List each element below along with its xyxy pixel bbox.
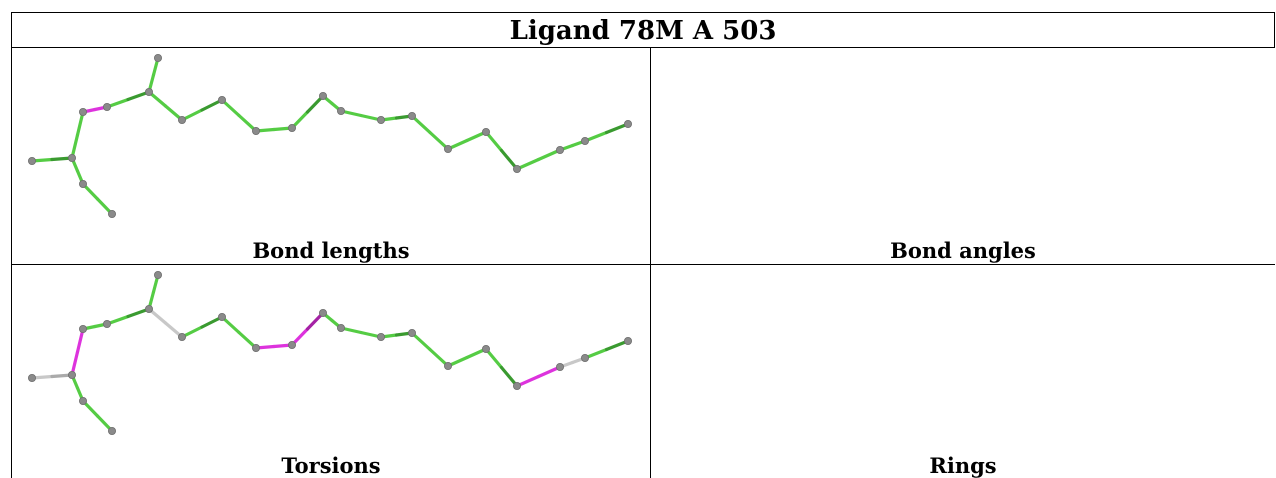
caption-bond-lengths: Bond lengths <box>252 238 410 263</box>
atom <box>624 337 633 346</box>
atom <box>68 371 77 380</box>
atom <box>153 54 162 62</box>
atom <box>68 154 77 163</box>
atom <box>336 324 345 333</box>
atom <box>79 108 88 117</box>
grid-top-border <box>11 47 1275 48</box>
atom <box>376 333 385 342</box>
caption-torsions: Torsions <box>281 453 381 478</box>
grid-left-border <box>11 47 12 478</box>
atom <box>251 344 260 353</box>
atom <box>251 127 260 136</box>
panel-bond-angles: Bond angles <box>651 48 1275 264</box>
atom <box>581 354 590 363</box>
panel-grid: Bond lengths Bond angles Torsions Rings <box>11 47 1275 478</box>
atom <box>27 374 36 383</box>
bond <box>484 130 504 153</box>
atom <box>217 96 226 105</box>
molecule-rings <box>651 265 1275 478</box>
atom <box>103 320 112 329</box>
atom <box>177 333 186 342</box>
caption-bond-angles: Bond angles <box>890 238 1036 263</box>
atom <box>177 116 186 125</box>
atom <box>407 112 416 121</box>
atom <box>287 124 296 133</box>
atom <box>217 313 226 322</box>
atom <box>581 137 590 146</box>
atom <box>556 363 565 372</box>
grid-middle-border <box>11 264 1275 265</box>
bond <box>484 347 504 370</box>
atom <box>318 309 327 318</box>
atom <box>556 146 565 155</box>
atom <box>318 92 327 101</box>
atom <box>103 103 112 112</box>
bond <box>410 114 432 135</box>
atom <box>512 165 521 174</box>
atom <box>512 382 521 391</box>
panel-bond-lengths: Bond lengths <box>12 48 650 264</box>
ligand-title: Ligand 78M A 503 <box>11 12 1275 48</box>
atom <box>481 128 490 137</box>
atom <box>144 88 153 97</box>
caption-rings: Rings <box>929 453 997 478</box>
atom <box>624 120 633 129</box>
panel-rings: Rings <box>651 265 1275 478</box>
bond <box>499 148 519 171</box>
atom <box>407 329 416 338</box>
atom <box>336 107 345 116</box>
atom <box>79 396 88 405</box>
atom <box>153 271 162 279</box>
atom <box>79 179 88 188</box>
atom <box>287 341 296 350</box>
bond <box>428 347 450 368</box>
atom <box>79 325 88 334</box>
atom <box>481 345 490 354</box>
panel-torsions: Torsions <box>12 265 650 478</box>
bond <box>410 331 432 352</box>
atom <box>443 362 452 371</box>
atom <box>144 305 153 314</box>
atom <box>376 116 385 125</box>
bond <box>428 130 450 151</box>
atom <box>108 209 117 218</box>
molecule-bond-lengths <box>27 54 633 218</box>
atom <box>108 426 117 435</box>
bond <box>499 365 519 388</box>
grid-center-divider <box>650 47 651 478</box>
atom <box>443 145 452 154</box>
molecule-torsions <box>27 271 633 435</box>
atom <box>27 157 36 166</box>
molecule-bond-angles <box>651 48 1275 264</box>
